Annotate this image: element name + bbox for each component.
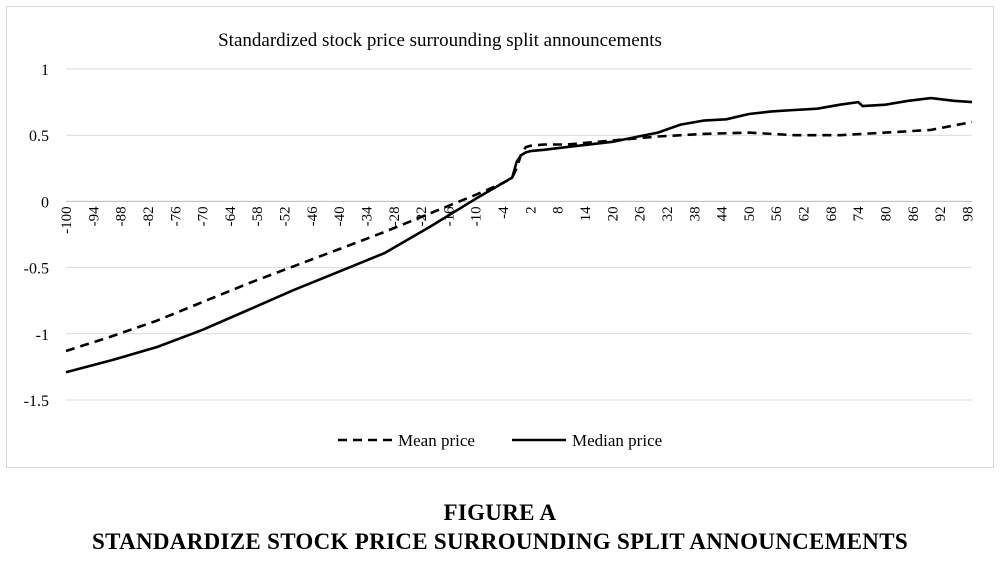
x-tick-label: -76 xyxy=(168,206,184,226)
x-tick-label: 92 xyxy=(933,206,949,221)
x-tick-label: 38 xyxy=(687,206,703,221)
x-tick-label: 20 xyxy=(605,206,621,221)
chart-frame xyxy=(6,6,994,468)
x-tick-label: -58 xyxy=(250,206,266,226)
y-tick-label: 0.5 xyxy=(29,128,49,145)
legend-label: Median price xyxy=(572,431,662,450)
x-tick-label: 26 xyxy=(633,206,649,222)
x-axis-tick-labels: -100 -94 -88 -82 -76 -70 -64 -58 -52 -46 -40 -34 -28… xyxy=(59,206,976,234)
x-tick-label: 68 xyxy=(824,206,840,221)
x-tick-label: 32 xyxy=(660,206,676,221)
y-tick-label: 1 xyxy=(41,62,49,79)
x-tick-label: -34 xyxy=(359,206,375,226)
x-tick-label: -94 xyxy=(86,206,102,226)
x-tick-label: -10 xyxy=(469,206,485,226)
x-tick-label: -100 xyxy=(59,206,75,234)
x-tick-label: -52 xyxy=(278,206,294,226)
x-tick-label: -40 xyxy=(332,206,348,226)
x-tick-label: 98 xyxy=(960,206,976,221)
x-tick-label: 14 xyxy=(578,206,594,222)
y-tick-label: -1 xyxy=(36,327,49,344)
x-tick-label: 50 xyxy=(742,206,758,221)
legend: Mean price Median price xyxy=(338,431,662,450)
x-tick-label: 2 xyxy=(523,206,539,214)
series-lines xyxy=(65,96,973,374)
x-tick-label: -70 xyxy=(196,206,212,226)
line-chart: 1 0.5 0 -0.5 -1 -1.5 -100 -94 -88 -82 -76 -70 -64 -5… xyxy=(24,30,977,450)
x-tick-label: 8 xyxy=(551,206,567,214)
x-tick-label: 74 xyxy=(851,206,867,222)
x-tick-label: 86 xyxy=(906,206,922,222)
y-tick-label: -0.5 xyxy=(24,261,49,278)
x-tick-label: -46 xyxy=(305,206,321,226)
x-tick-label: 62 xyxy=(797,206,813,221)
x-tick-label: 56 xyxy=(769,206,785,222)
x-tick-label: -4 xyxy=(496,206,512,219)
median-price-line xyxy=(65,96,973,374)
y-tick-label: 0 xyxy=(41,194,49,211)
legend-label: Mean price xyxy=(398,431,475,450)
x-tick-label: 44 xyxy=(715,206,731,222)
x-tick-label: -88 xyxy=(114,206,130,226)
y-tick-label: -1.5 xyxy=(24,393,49,410)
x-tick-label: -82 xyxy=(141,206,157,226)
gridlines xyxy=(66,68,972,401)
x-tick-label: 80 xyxy=(878,206,894,221)
x-tick-label: -64 xyxy=(223,206,239,226)
chart-title: Standardized stock price surrounding spl… xyxy=(218,30,662,51)
mean-price-line xyxy=(65,120,973,353)
figure-label: FIGURE A xyxy=(443,500,557,525)
y-axis-tick-labels: 1 0.5 0 -0.5 -1 -1.5 xyxy=(24,62,49,410)
figure-title: STANDARDIZE STOCK PRICE SURROUNDING SPLI… xyxy=(92,529,908,554)
x-tick-label: -28 xyxy=(387,206,403,226)
